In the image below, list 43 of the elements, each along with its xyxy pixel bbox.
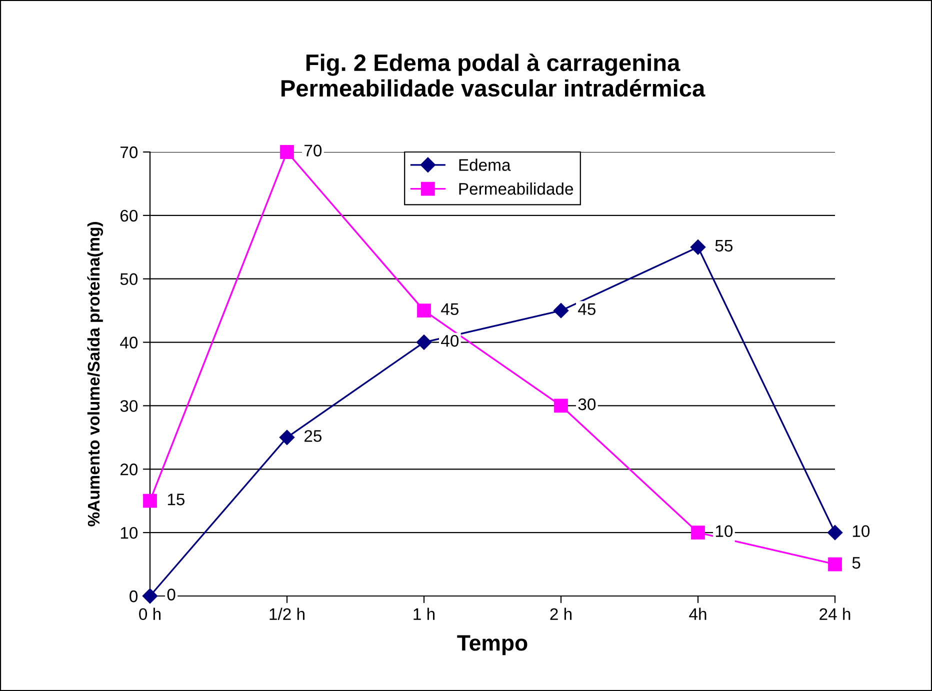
data-label: 30 [578,398,596,410]
point [143,494,157,508]
data-label: 45 [441,303,459,316]
y-axis-title: %Aumento volume/Saída proteína(mg) [87,222,103,526]
y-tick-label: 50 [120,273,138,286]
point [553,303,569,318]
y-tick-label: 20 [120,464,138,476]
point [416,334,432,350]
y-tick-label: 0 [130,590,138,602]
point [142,588,158,604]
x-tick-label: 2 h [550,608,572,620]
y-tick-label: 40 [120,336,138,348]
point [827,525,843,540]
data-label: 55 [715,240,733,252]
point [280,145,294,159]
point [828,557,842,572]
y-tick-label: 60 [120,210,138,222]
point [279,430,295,445]
data-label: 40 [441,334,459,347]
y-tick-label: 30 [120,400,138,412]
data-label: 70 [304,144,322,156]
point [690,240,706,255]
y-tick-label: 10 [120,526,138,539]
x-tick-label: 0 h [139,608,161,620]
x-tick-label: 1 h [414,608,435,620]
point [554,398,568,413]
point [417,304,431,318]
data-label: 10 [716,525,733,538]
data-label: 25 [304,430,322,442]
x-axis-title: Tempo [457,635,528,656]
x-tick-label: 1/2 h [270,608,304,620]
data-label: 45 [578,303,596,316]
data-label: 15 [168,494,185,506]
chart-title: Fig. 2 Edema podal à carragenina Permeabilidade vascular intradérmica [281,54,706,97]
data-label: 5 [852,557,860,569]
x-tick-label: 24 h [820,608,850,620]
point [691,526,705,540]
x-tick-label: 4h [689,608,706,620]
y-tick-label: 70 [120,146,138,158]
legend-label: Permeabilidade [459,182,574,195]
data-label: 10 [852,525,870,538]
legend-label: Edema [459,158,511,171]
data-label: 0 [167,588,176,600]
